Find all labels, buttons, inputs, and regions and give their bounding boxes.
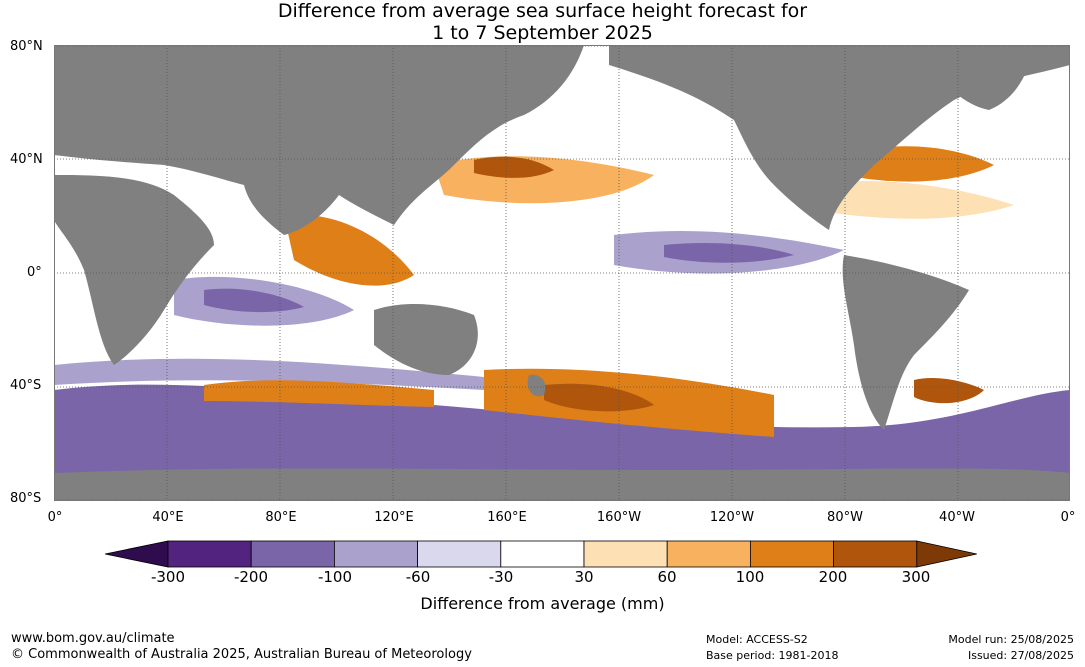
longitude-label-120e: 120°E <box>374 510 414 525</box>
anomaly-equatorial-pacific-deep <box>664 243 794 263</box>
colorbar-segment <box>250 540 335 568</box>
issued-date: Issued: 27/08/2025 <box>967 649 1074 662</box>
colorbar-segment <box>417 540 502 568</box>
latitude-label-40s: 40°S <box>10 378 42 393</box>
colorbar-tick-label: 60 <box>657 568 677 586</box>
land-africa <box>54 175 214 365</box>
latitude-label-40n: 40°N <box>10 152 43 167</box>
longitude-label-160e: 160°E <box>487 510 527 525</box>
colorbar-segment <box>750 540 835 568</box>
latitude-label-80s: 80°S <box>10 491 42 506</box>
colorbar-segment <box>333 540 418 568</box>
anomaly-south-pacific-strong <box>544 383 654 412</box>
copyright-notice: © Commonwealth of Australia 2025, Austra… <box>11 647 472 662</box>
land-eurasia <box>54 45 584 235</box>
anomaly-maritime-positive <box>284 214 414 286</box>
longitude-label-80e: 80°E <box>265 510 297 525</box>
map-title-line-2: 1 to 7 September 2025 <box>432 22 653 44</box>
longitude-label-40e: 40°E <box>152 510 184 525</box>
colorbar-title: Difference from average (mm) <box>420 594 665 613</box>
colorbar-tick-label: -200 <box>233 568 269 586</box>
anomaly-south-atlantic-positive <box>914 378 984 404</box>
colorbar-tick-label: -60 <box>405 568 431 586</box>
colorbar-extend-high <box>916 540 977 568</box>
colorbar-tick-label: 30 <box>574 568 594 586</box>
longitude-label-40w: 40°W <box>939 510 975 525</box>
anomaly-indian-ocean-deep <box>204 288 304 313</box>
anomaly-kuroshio-strong <box>474 156 554 178</box>
land-south-america <box>842 255 969 430</box>
anomaly-north-atlantic-light <box>814 181 1014 219</box>
colorbar-segment <box>666 540 751 568</box>
land-greenland <box>934 45 1034 110</box>
colorbar <box>105 540 977 568</box>
colorbar-tick-label: -30 <box>488 568 514 586</box>
map-title-line-1: Difference from average sea surface heig… <box>277 0 808 22</box>
model-run-date: Model run: 25/08/2025 <box>948 633 1074 646</box>
longitude-label-0-right: 0° <box>1060 510 1076 525</box>
land-antarctica <box>54 468 1070 501</box>
colorbar-tick-label: 200 <box>818 568 848 586</box>
longitude-label-80w: 80°W <box>827 510 863 525</box>
colorbar-tick-label: -300 <box>150 568 186 586</box>
colorbar-tick-label: 100 <box>735 568 765 586</box>
latitude-label-equator: 0° <box>27 265 42 280</box>
latitude-label-80n: 80°N <box>10 39 43 54</box>
longitude-label-120w: 120°W <box>709 510 755 525</box>
colorbar-segment <box>583 540 668 568</box>
colorbar-tick-label: 300 <box>901 568 931 586</box>
colorbar-tick-label: -100 <box>317 568 353 586</box>
colorbar-extend-low <box>105 540 169 568</box>
anomaly-southern-ocean-negative <box>54 384 1070 475</box>
map-frame <box>54 45 1070 501</box>
land-australia <box>374 303 478 375</box>
sea-surface-height-anomaly-map <box>54 45 1070 501</box>
colorbar-segment <box>167 540 252 568</box>
colorbar-segment <box>833 540 918 568</box>
base-period: Base period: 1981-2018 <box>706 649 839 662</box>
land-new-zealand <box>527 374 546 397</box>
longitude-label-160w: 160°W <box>596 510 642 525</box>
website-link[interactable]: www.bom.gov.au/climate <box>11 631 175 646</box>
model-name: Model: ACCESS-S2 <box>706 633 808 646</box>
colorbar-segment <box>500 540 585 568</box>
anomaly-southern-ocean-light <box>54 358 484 390</box>
longitude-label-0-left: 0° <box>47 510 63 525</box>
land-masses <box>54 45 1070 501</box>
